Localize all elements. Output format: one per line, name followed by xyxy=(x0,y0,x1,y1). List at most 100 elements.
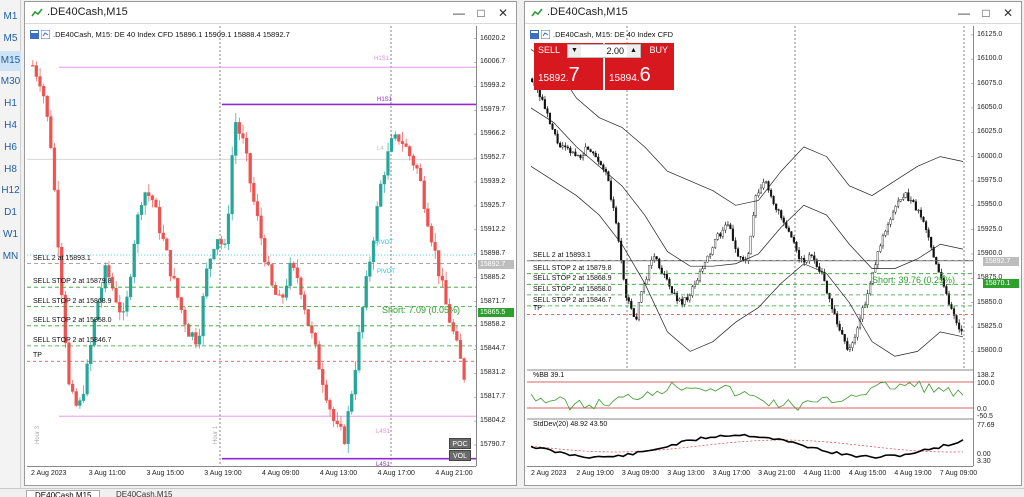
timeframe-d1[interactable]: D1 xyxy=(4,207,17,219)
candle-body xyxy=(143,192,147,206)
candle-body xyxy=(252,182,256,202)
bid-price-label: 15892.7 xyxy=(478,259,514,269)
candle-body xyxy=(288,262,292,287)
sell-label: SELL xyxy=(538,45,561,55)
candle-body xyxy=(183,309,187,325)
candle-body xyxy=(215,239,220,250)
window-titlebar[interactable]: .DE40Cash,M15 — □ ✕ xyxy=(25,2,516,24)
volume-increase-icon[interactable]: ▲ xyxy=(627,45,640,57)
candle-body xyxy=(400,141,405,144)
timeframe-m5[interactable]: M5 xyxy=(3,32,18,44)
candle-body xyxy=(848,347,851,350)
candle-body xyxy=(917,209,920,212)
candle-body xyxy=(386,151,390,176)
candle-body xyxy=(444,280,448,305)
one-click-trading-icon[interactable] xyxy=(41,30,50,39)
minimize-button[interactable]: — xyxy=(958,6,970,20)
order-label[interactable]: SELL STOP 2 at 15846.7 xyxy=(533,296,612,304)
candle-body xyxy=(429,225,434,243)
candle-body xyxy=(876,251,879,265)
candle-body xyxy=(299,277,303,295)
candle-body xyxy=(589,149,592,153)
close-button[interactable]: ✕ xyxy=(1002,6,1014,20)
timeframe-m1[interactable]: M1 xyxy=(3,11,18,22)
candle-body xyxy=(584,146,587,156)
timeframe-h1[interactable]: H1 xyxy=(4,98,17,110)
chart-menu-icon[interactable] xyxy=(30,30,39,39)
timeframe-h8[interactable]: H8 xyxy=(4,163,17,175)
order-label[interactable]: SELL STOP 2 at 15868.9 xyxy=(533,275,612,283)
order-label[interactable]: SELL STOP 2 at 15879.8 xyxy=(533,264,612,272)
time-tick-label: 2 Aug 2023 xyxy=(531,470,567,477)
price-chart[interactable]: .DE40Cash, M15: DE 40 Index CFD 16125.0 1… xyxy=(527,26,1019,484)
price-axis[interactable]: 16125.0 16100.0 16075.0 16050.0 16025.0 16000… xyxy=(973,26,1019,466)
timeframe-m15[interactable]: M15 xyxy=(0,50,21,71)
candle-body xyxy=(190,332,194,337)
stddev-tick-label: 0.00 xyxy=(977,451,991,458)
candle-body xyxy=(571,151,574,154)
chart-tab[interactable]: DE40Cash,M15 xyxy=(116,490,173,497)
minimize-button[interactable]: — xyxy=(453,6,465,20)
price-tick-label: 15925.7 xyxy=(480,201,506,209)
sell-button[interactable]: SELL 15892.7 xyxy=(534,43,603,90)
candle-body xyxy=(841,330,844,335)
plot-area[interactable] xyxy=(27,26,476,466)
candle-body xyxy=(795,241,798,251)
candle-body xyxy=(869,283,872,294)
bollinger-middle-band xyxy=(530,107,964,269)
candle-body xyxy=(675,293,679,302)
time-tick-label: 3 Aug 21:00 xyxy=(758,470,796,477)
price-tick-label: 16000.0 xyxy=(977,152,1003,160)
plot-area[interactable] xyxy=(527,26,973,466)
order-label[interactable]: TP xyxy=(533,305,542,313)
candle-body xyxy=(797,250,801,260)
poc-button[interactable]: POC xyxy=(449,438,471,449)
timeframe-h6[interactable]: H6 xyxy=(4,141,17,153)
candle-body xyxy=(531,78,534,82)
candle-body xyxy=(719,233,722,237)
candle-body xyxy=(81,393,86,401)
order-label[interactable]: SELL 2 at 15893.1 xyxy=(33,254,91,262)
session-label: Hour 3 xyxy=(35,425,41,444)
window-titlebar[interactable]: .DE40Cash,M15 — □ ✕ xyxy=(525,2,1021,24)
order-label[interactable]: SELL STOP 2 at 15846.7 xyxy=(33,336,112,344)
order-label[interactable]: SELL 2 at 15893.1 xyxy=(533,251,591,259)
candle-body xyxy=(92,319,96,346)
order-label[interactable]: TP xyxy=(33,352,42,360)
volume-input[interactable]: ▼ 2.00 ▲ xyxy=(567,44,641,58)
order-label[interactable]: SELL STOP 2 at 15879.8 xyxy=(33,278,112,286)
maximize-button[interactable]: □ xyxy=(477,6,485,20)
candle-body xyxy=(836,313,839,325)
timeframe-w1[interactable]: W1 xyxy=(3,229,18,240)
percent-bb-line xyxy=(530,380,964,411)
close-button[interactable]: ✕ xyxy=(497,6,509,20)
timeframe-m30[interactable]: M30 xyxy=(0,76,21,88)
candle-body xyxy=(154,199,158,208)
chart-menu-icon[interactable] xyxy=(530,30,539,39)
candle-body xyxy=(49,116,53,149)
candle-body xyxy=(241,133,245,139)
candle-body xyxy=(853,336,856,344)
time-axis[interactable]: 2 Aug 2023 3 Aug 11:00 3 Aug 15:00 3 Aug 19… xyxy=(27,466,476,484)
candle-body xyxy=(176,277,180,298)
one-click-trading-icon[interactable] xyxy=(541,30,550,39)
vol-button[interactable]: VOL xyxy=(449,450,471,461)
candle-body xyxy=(602,164,605,170)
price-chart[interactable]: .DE40Cash, M15: DE 40 Index CFD 15896.1 … xyxy=(27,26,514,484)
time-axis[interactable]: 2 Aug 2023 2 Aug 19:00 3 Aug 09:00 3 Aug 13… xyxy=(527,466,977,484)
candle-body xyxy=(317,344,321,370)
price-axis[interactable]: 16020.2 16006.7 15993.2 15979.7 15966.2 15952… xyxy=(476,26,514,466)
timeframe-h12[interactable]: H12 xyxy=(1,185,20,197)
timeframe-h4[interactable]: H4 xyxy=(4,120,17,131)
price-tick-label: 15979.7 xyxy=(480,106,506,114)
order-label[interactable]: SELL STOP 2 at 15858.0 xyxy=(33,316,112,324)
candle-body xyxy=(825,280,829,294)
candle-body xyxy=(165,238,169,251)
order-label[interactable]: SELL STOP 2 at 15858.0 xyxy=(533,285,612,293)
order-label[interactable]: SELL STOP 2 at 15868.9 xyxy=(33,297,112,305)
chart-tab[interactable]: DE40Cash,M15 xyxy=(26,490,101,497)
maximize-button[interactable]: □ xyxy=(982,6,990,20)
candle-body xyxy=(67,342,71,385)
volume-decrease-icon[interactable]: ▼ xyxy=(568,45,581,57)
timeframe-mn[interactable]: MN xyxy=(2,250,19,262)
